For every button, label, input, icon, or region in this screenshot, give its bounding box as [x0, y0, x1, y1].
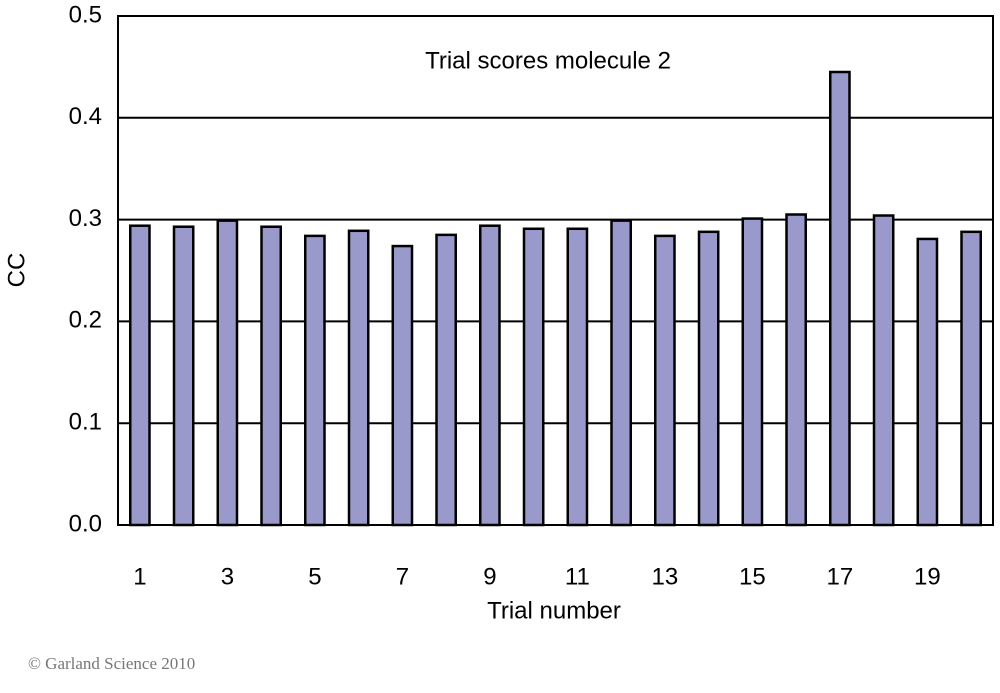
y-tick-label: 0.0	[69, 510, 102, 537]
x-tick-label: 1	[133, 563, 146, 590]
bar	[960, 230, 982, 527]
x-tick-label: 13	[652, 563, 679, 590]
bar	[129, 224, 151, 527]
bar	[610, 219, 632, 527]
x-tick-label: 15	[739, 563, 766, 590]
bar	[522, 227, 545, 527]
y-axis-label: CC	[3, 253, 30, 288]
bar	[304, 234, 326, 527]
bar	[391, 244, 414, 527]
x-tick-label: 5	[308, 563, 321, 590]
plot-frame	[117, 15, 994, 526]
x-axis-label: Trial number	[487, 597, 621, 624]
credit: © Garland Science 2010	[28, 654, 195, 673]
chart-title: Trial scores molecule 2	[425, 47, 671, 74]
x-tick-label: 3	[221, 563, 234, 590]
bar	[347, 229, 370, 527]
bar	[172, 225, 195, 527]
y-tick-label: 0.3	[69, 205, 102, 232]
bar	[916, 237, 939, 527]
y-tick-label: 0.1	[69, 409, 102, 436]
bar	[872, 214, 895, 527]
x-tick-label: 7	[396, 563, 409, 590]
x-tick-label: 9	[483, 563, 496, 590]
x-tick-label: 19	[914, 563, 941, 590]
x-tick-label: 17	[827, 563, 854, 590]
y-tick-label: 0.4	[69, 103, 102, 130]
y-tick-label: 0.5	[69, 1, 102, 28]
bar	[654, 234, 676, 527]
bar	[435, 233, 457, 527]
bar	[697, 230, 720, 527]
bar	[566, 227, 589, 527]
bar	[741, 217, 764, 527]
bar	[260, 225, 282, 527]
y-tick-label: 0.2	[69, 307, 102, 334]
bar	[216, 219, 239, 527]
bar	[785, 213, 807, 527]
bar	[479, 224, 501, 527]
bar	[829, 70, 851, 527]
x-tick-label: 11	[565, 563, 590, 590]
